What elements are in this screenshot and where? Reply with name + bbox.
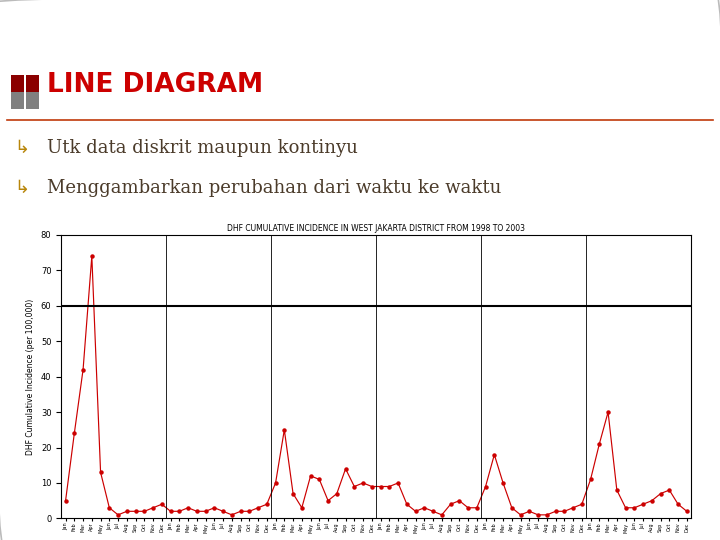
FancyBboxPatch shape xyxy=(11,75,24,92)
Text: Menggambarkan perubahan dari waktu ke waktu: Menggambarkan perubahan dari waktu ke wa… xyxy=(47,179,501,197)
FancyBboxPatch shape xyxy=(11,92,24,110)
Title: DHF CUMULATIVE INCIDENCE IN WEST JAKARTA DISTRICT FROM 1998 TO 2003: DHF CUMULATIVE INCIDENCE IN WEST JAKARTA… xyxy=(228,224,525,233)
Y-axis label: DHF Cumulative Incidence (per 100,000): DHF Cumulative Incidence (per 100,000) xyxy=(27,299,35,455)
Text: PENYAJIAN DATA: PENYAJIAN DATA xyxy=(11,21,230,45)
FancyBboxPatch shape xyxy=(26,92,39,110)
FancyBboxPatch shape xyxy=(26,75,39,92)
Text: Utk data diskrit maupun kontinyu: Utk data diskrit maupun kontinyu xyxy=(47,139,358,157)
Text: ↳: ↳ xyxy=(14,139,30,157)
Text: ↳: ↳ xyxy=(14,179,30,197)
Text: LINE DIAGRAM: LINE DIAGRAM xyxy=(47,72,263,98)
